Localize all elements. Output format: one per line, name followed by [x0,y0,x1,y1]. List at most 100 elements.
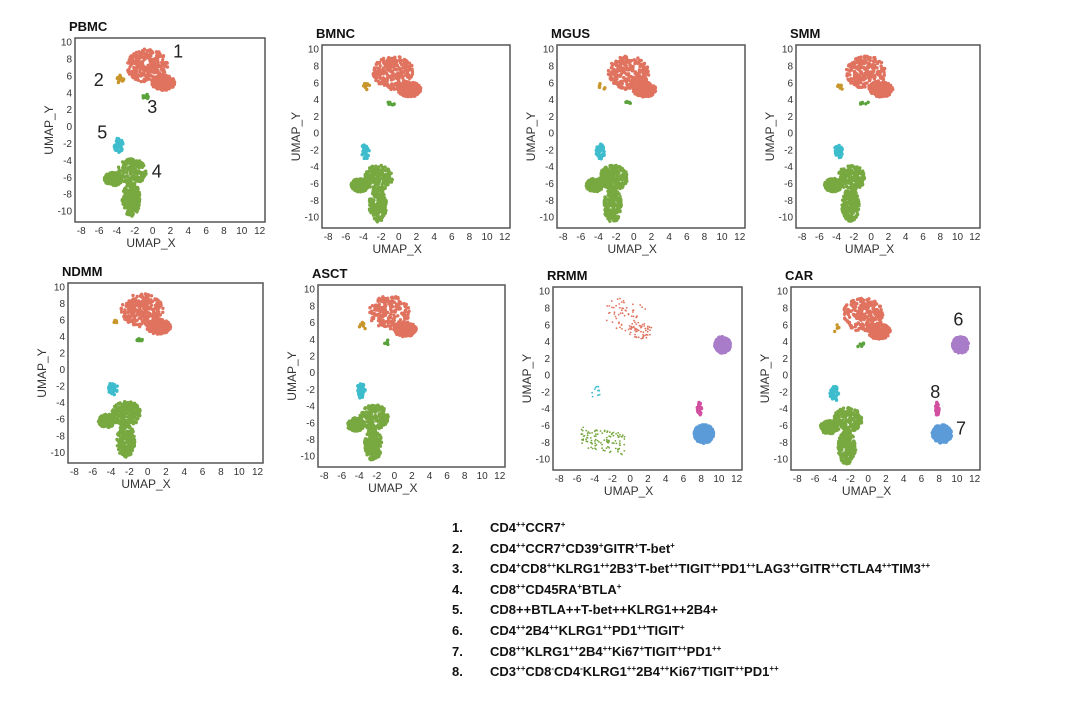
point-cluster-4 [381,199,386,204]
point-cluster-4 [110,175,115,179]
point-cluster-4 [123,202,127,206]
point-cluster-1 [163,74,167,78]
point-cluster-4 [117,168,122,172]
point-cluster-1 [873,63,877,67]
point-cluster-1 [393,73,398,77]
x-tick-label: 8 [702,232,708,243]
point-cluster-1 [880,81,884,85]
point-cluster-4 [852,183,856,187]
point-cluster-1 [134,56,139,60]
point-cluster-1 [161,310,165,314]
point-cluster-4 [124,167,128,171]
point-cluster-1 [620,57,625,61]
y-tick-label: 4 [66,88,72,99]
y-tick-label: 0 [313,129,319,140]
point-cluster-4 [623,176,627,180]
point-cluster-4 [861,171,866,175]
point-cluster-4 [616,206,620,210]
point-cluster-1 [121,303,125,307]
y-tick-label: 10 [782,45,794,56]
y-tick-label: 0 [787,129,793,140]
point-cluster-1 [387,56,391,60]
point-cluster-4 [363,186,367,190]
y-tick-label: 2 [548,112,554,123]
point-cluster-1 [141,50,145,54]
point-cluster-1 [631,75,635,80]
point-cluster-1 [149,67,153,71]
point-cluster-4 [126,157,131,161]
point-cluster-4 [104,178,108,182]
point-cluster-1 [407,61,412,65]
cluster-annotation: 2 [94,70,104,90]
point-cluster-1 [399,58,404,63]
point-cluster-4 [849,219,853,223]
point-cluster-1 [862,78,866,82]
x-tick-label: 12 [734,232,746,243]
point-cluster-1 [861,82,866,87]
point-cluster-4 [383,205,387,210]
point-cluster-4 [602,198,607,203]
point-cluster-1 [633,89,638,94]
point-cluster-4 [853,199,857,203]
point-cluster-4 [824,181,828,185]
point-cluster-4 [378,217,382,221]
point-cluster-1 [620,61,624,65]
plot-frame [321,44,511,229]
point-cluster-1 [415,91,419,96]
panel-title: BMNC [316,26,356,41]
x-axis-label: UMAP_X [373,242,422,256]
point-cluster-1 [132,73,136,77]
x-tick-label: -6 [341,232,350,243]
y-tick-label: 10 [543,45,555,56]
x-tick-label: -4 [594,232,603,243]
y-tick-label: -10 [305,213,320,224]
point-cluster-4 [134,159,139,163]
point-cluster-1 [645,93,650,98]
point-cluster-1 [606,72,611,77]
point-cluster-1 [638,64,642,69]
point-cluster-1 [849,67,853,72]
point-cluster-1 [620,82,624,86]
x-axis-label: UMAP_X [845,242,894,256]
point-cluster-3 [859,101,863,105]
point-cluster-1 [162,87,167,92]
point-cluster-1 [155,78,159,83]
point-cluster-1 [850,61,855,65]
point-cluster-5 [835,145,839,149]
x-tick-label: 4 [903,232,909,243]
point-cluster-4 [137,192,141,196]
y-tick-label: 2 [66,105,72,116]
point-cluster-1 [876,79,880,83]
point-cluster-4 [614,196,618,200]
y-tick-label: 0 [66,122,72,133]
x-tick-label: 8 [467,232,473,243]
point-layer [102,47,177,218]
point-cluster-1 [844,67,849,72]
point-cluster-1 [846,72,850,77]
point-cluster-1 [868,76,872,80]
point-cluster-1 [144,52,148,56]
point-cluster-5 [364,154,368,158]
point-cluster-1 [636,73,640,77]
x-tick-label: 6 [684,232,690,243]
point-cluster-1 [863,66,867,71]
point-cluster-4 [829,177,833,182]
point-cluster-1 [853,70,857,74]
point-cluster-1 [847,63,851,67]
point-cluster-1 [403,88,407,92]
x-tick-label: -8 [798,232,807,243]
y-tick-label: 6 [548,78,554,89]
point-cluster-4 [842,170,846,174]
point-cluster-1 [141,73,145,77]
point-cluster-4 [825,188,830,192]
point-cluster-4 [129,196,133,200]
point-cluster-1 [157,74,161,79]
point-cluster-1 [606,68,611,73]
point-cluster-1 [392,65,396,70]
point-cluster-1 [135,294,139,299]
point-cluster-1 [887,91,892,95]
point-cluster-1 [160,58,165,62]
point-cluster-1 [882,73,886,77]
point-cluster-1 [418,86,423,91]
point-cluster-3 [146,95,150,99]
